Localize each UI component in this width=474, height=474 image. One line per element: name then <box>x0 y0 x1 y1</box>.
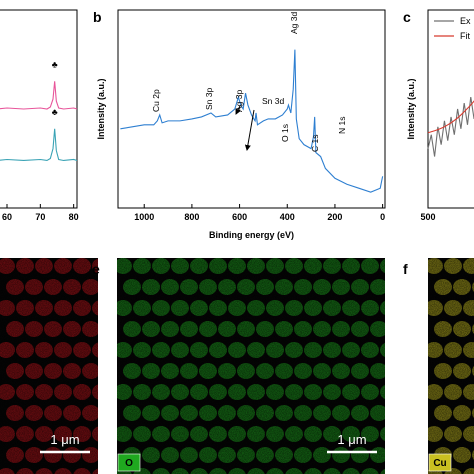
peak-marker: ♣ <box>52 59 58 69</box>
panel-letter: b <box>93 9 102 25</box>
panel-letter: e <box>92 261 100 277</box>
x-tick-label: 0 <box>380 212 385 222</box>
peak-label: Sn 3p <box>204 88 214 110</box>
element-label: Cu <box>433 458 446 469</box>
x-tick-label: 500 <box>420 212 435 222</box>
peak-marker: ♣ <box>52 107 58 117</box>
x-tick-label: 80 <box>69 212 79 222</box>
series-line <box>427 100 474 134</box>
map-noise <box>0 258 98 474</box>
y-axis-label: Intensity (a.u.) <box>96 78 106 139</box>
scale-bar-label: 1 μm <box>337 432 366 447</box>
x-axis-label: Binding energy (eV) <box>209 230 294 240</box>
map-noise <box>117 258 385 474</box>
peak-label: Ag 3d <box>289 12 299 34</box>
plot-frame <box>427 9 474 209</box>
peak-label: C 1s <box>310 135 320 152</box>
elemental-map <box>117 258 385 474</box>
x-tick-label: 60 <box>2 212 12 222</box>
peak-label: O 1s <box>280 124 290 142</box>
x-tick-label: 400 <box>280 212 295 222</box>
panel-letter: f <box>403 261 408 277</box>
x-tick-label: 1000 <box>134 212 154 222</box>
x-tick-label: 200 <box>327 212 342 222</box>
series-line <box>0 81 78 110</box>
peak-label: Ag 3p <box>234 90 244 112</box>
y-axis-label: Intensity (a.u.) <box>406 78 416 139</box>
legend-label: Ex <box>460 16 471 26</box>
series-line <box>427 97 474 157</box>
map-noise <box>428 258 474 474</box>
peak-label: Sn 3d <box>262 96 284 106</box>
scale-bar-label: 1 μm <box>50 432 79 447</box>
peak-label: Cu 2p <box>151 89 161 112</box>
element-badge <box>428 453 452 472</box>
annotation-arrow <box>244 109 255 151</box>
elemental-map <box>0 258 98 474</box>
peak-label: N 1s <box>337 117 347 134</box>
annotation-arrow <box>235 105 241 115</box>
elemental-map <box>428 258 474 474</box>
series-line <box>0 128 78 162</box>
legend-label: Fit <box>460 31 470 41</box>
x-tick-label: 600 <box>232 212 247 222</box>
x-tick-label: 800 <box>184 212 199 222</box>
element-badge <box>117 453 141 472</box>
plot-frame <box>117 9 386 209</box>
element-label: O <box>125 458 133 469</box>
x-tick-label: 70 <box>35 212 45 222</box>
panel-letter: c <box>403 9 411 25</box>
series-line <box>120 49 384 193</box>
